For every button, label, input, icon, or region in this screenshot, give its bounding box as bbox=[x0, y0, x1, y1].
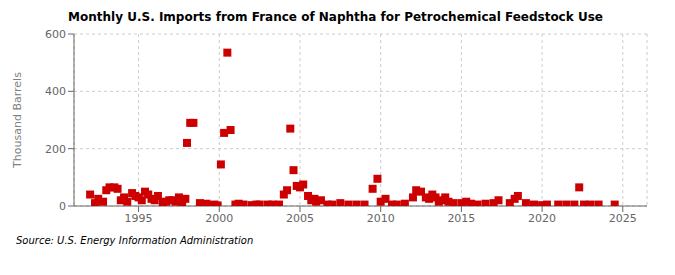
svg-text:400: 400 bbox=[45, 85, 66, 98]
svg-text:2005: 2005 bbox=[286, 212, 314, 225]
html-text:Source: U.S. Energy Informatio: Source: U.S. Energy Information Administ… bbox=[16, 235, 254, 246]
svg-text:2010: 2010 bbox=[367, 212, 395, 225]
svg-text:600: 600 bbox=[45, 28, 66, 41]
html-text:Monthly U.S. Imports from Fran: Monthly U.S. Imports from France of Naph… bbox=[68, 10, 603, 24]
svg-text:1995: 1995 bbox=[125, 212, 153, 225]
svg-text:2015: 2015 bbox=[447, 212, 475, 225]
svg-text:200: 200 bbox=[45, 143, 66, 156]
svg-text:2000: 2000 bbox=[205, 212, 233, 225]
svg-text:2025: 2025 bbox=[609, 212, 637, 225]
svg-text:0: 0 bbox=[59, 200, 66, 213]
svg-text:2020: 2020 bbox=[528, 212, 556, 225]
svg-text:Thousand Barrels: Thousand Barrels bbox=[11, 72, 24, 169]
